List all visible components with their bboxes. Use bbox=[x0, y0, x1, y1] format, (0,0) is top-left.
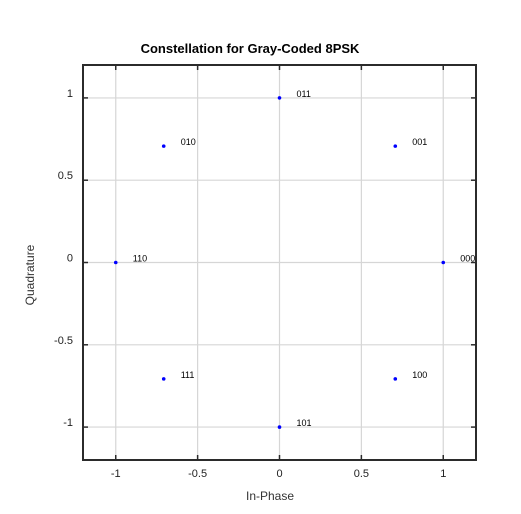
constellation-point bbox=[393, 144, 398, 148]
x-tick-label: 1 bbox=[440, 468, 446, 480]
point-label: 111 bbox=[181, 370, 195, 380]
y-tick-label: -1 bbox=[63, 417, 73, 429]
point-label: 000 bbox=[460, 254, 475, 264]
y-tick-label: 0.5 bbox=[58, 170, 73, 182]
constellation-point bbox=[277, 425, 282, 429]
x-tick-label: -1 bbox=[111, 468, 121, 480]
x-tick-label: 0.5 bbox=[354, 468, 369, 480]
constellation-point bbox=[441, 260, 446, 265]
constellation-point bbox=[113, 260, 118, 265]
x-axis-label: In-Phase bbox=[246, 489, 294, 503]
constellation-point bbox=[161, 377, 166, 381]
data-points: 000 001 011 010 110 111 101 100 bbox=[113, 89, 475, 429]
x-tick-label: -0.5 bbox=[188, 468, 207, 480]
point-label: 100 bbox=[412, 370, 427, 380]
point-label: 001 bbox=[412, 137, 427, 147]
y-tick-label: -0.5 bbox=[54, 335, 73, 347]
point-label: 011 bbox=[297, 89, 311, 99]
y-axis-label: Quadrature bbox=[23, 244, 37, 305]
x-tick-label: 0 bbox=[276, 468, 282, 480]
point-label: 010 bbox=[181, 137, 196, 147]
constellation-point bbox=[161, 144, 166, 148]
y-tick-label: 0 bbox=[67, 253, 73, 265]
constellation-point bbox=[277, 96, 282, 100]
point-label: 101 bbox=[297, 418, 312, 428]
chart-title: Constellation for Gray-Coded 8PSK bbox=[141, 41, 360, 56]
y-tick-label: 1 bbox=[67, 88, 73, 100]
point-label: 110 bbox=[133, 254, 147, 264]
constellation-point bbox=[393, 377, 398, 381]
axis-ticks: -1 -0.5 0 0.5 1 -1 -0.5 0 0.5 1 bbox=[54, 65, 476, 480]
